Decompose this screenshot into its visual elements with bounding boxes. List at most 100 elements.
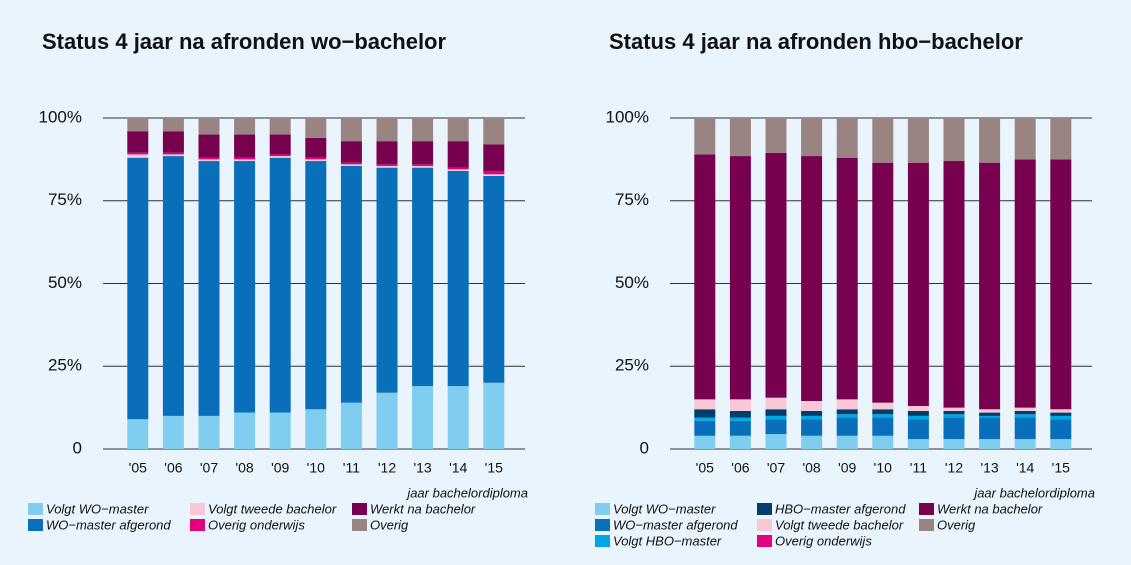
bar-segment (447, 386, 469, 449)
y-tick-label: 100% (39, 107, 82, 126)
bar-segment (694, 420, 716, 436)
legend-swatch (595, 503, 610, 515)
legend-swatch (919, 503, 934, 515)
bar-segment (340, 164, 362, 166)
bar-segment (943, 118, 965, 162)
bar-segment (872, 414, 894, 418)
bar-segment (1050, 415, 1072, 420)
bar-segment (729, 410, 751, 418)
legend-label: Overig (370, 517, 409, 532)
bar-segment (1014, 410, 1036, 415)
x-tick-label: '14 (449, 460, 467, 476)
bar-segment (765, 409, 787, 416)
bar-segment (1014, 439, 1036, 449)
legend-label: Volgt HBO−master (613, 533, 722, 548)
bar-segment (907, 415, 929, 420)
bar-segment (376, 164, 398, 166)
bar-segment (729, 420, 751, 436)
bar-segment (162, 415, 184, 449)
bar-segment (376, 392, 398, 449)
bar-segment (269, 156, 291, 158)
bar-segment (979, 439, 1001, 449)
bar-segment (801, 415, 823, 420)
bar-segment (943, 407, 965, 411)
bar-segment (836, 417, 858, 436)
x-tick-label: '10 (874, 460, 892, 476)
legend-label: Overig (937, 517, 976, 532)
x-tick-label: '11 (910, 460, 927, 476)
bar-segment (162, 152, 184, 155)
bar-segment (198, 134, 220, 158)
bar-segment (801, 401, 823, 411)
bar-segment (340, 165, 362, 403)
bar-segment (376, 165, 398, 168)
legend-label: HBO−master afgerond (775, 501, 906, 516)
bar-segment (1050, 159, 1072, 410)
y-tick-label: 25% (48, 356, 82, 375)
bar-segment (979, 409, 1001, 413)
bar-segment (907, 162, 929, 406)
bar-segment (234, 157, 256, 160)
bar-segment (907, 439, 929, 449)
legend-swatch (757, 503, 772, 515)
bar-segment (765, 397, 787, 410)
y-tick-label: 75% (48, 190, 82, 209)
x-tick-label: '08 (802, 460, 820, 476)
x-tick-label: '13 (980, 460, 998, 476)
bar-segment (836, 399, 858, 410)
bar-segment (198, 157, 220, 160)
bar-segment (979, 417, 1001, 440)
bar-segment (1050, 118, 1072, 160)
bar-segment (483, 382, 505, 449)
bar-segment (269, 134, 291, 155)
bar-segment (836, 118, 858, 158)
bar-segment (907, 118, 929, 163)
bar-segment (801, 435, 823, 449)
bar-segment (305, 161, 327, 410)
bar-segment (162, 154, 184, 157)
bar-segment (269, 154, 291, 157)
bar-segment (340, 402, 362, 449)
bar-segment (907, 405, 929, 411)
bar-segment (269, 118, 291, 135)
bar-segment (765, 415, 787, 420)
bar-segment (765, 152, 787, 398)
bar-segment (162, 131, 184, 153)
bar-segment (694, 118, 716, 155)
bar-segment (943, 417, 965, 440)
bar-segment (234, 412, 256, 449)
bar-segment (1014, 417, 1036, 440)
legend-swatch (352, 503, 367, 515)
bar-segment (162, 118, 184, 132)
x-tick-label: '15 (485, 460, 503, 476)
bar-segment (1050, 439, 1072, 449)
bar-segment (1014, 118, 1036, 160)
legend-label: Volgt tweede bachelor (775, 517, 904, 532)
legend-label: Volgt WO−master (46, 501, 149, 516)
bar-segment (412, 167, 434, 387)
y-tick-label: 25% (615, 356, 649, 375)
bar-segment (943, 161, 965, 408)
bar-segment (836, 435, 858, 449)
x-tick-label: '07 (767, 460, 785, 476)
bar-segment (872, 162, 894, 403)
legend-label: Overig onderwijs (775, 533, 872, 548)
bar-segment (801, 419, 823, 436)
y-tick-label: 50% (48, 273, 82, 292)
bar-segment (979, 162, 1001, 410)
bar-segment (836, 157, 858, 400)
y-tick-label: 100% (606, 107, 649, 126)
legend-swatch (190, 519, 205, 531)
bar-segment (801, 118, 823, 157)
x-axis-label: jaar bachelordiploma (405, 485, 528, 500)
bar-segment (305, 118, 327, 138)
bar-segment (412, 165, 434, 168)
legend-swatch (595, 535, 610, 547)
bar-segment (694, 409, 716, 418)
legend-label: Volgt tweede bachelor (208, 501, 337, 516)
bar-segment (801, 410, 823, 416)
bar-segment (836, 409, 858, 415)
bar-segment (412, 118, 434, 142)
bar-segment (198, 118, 220, 135)
